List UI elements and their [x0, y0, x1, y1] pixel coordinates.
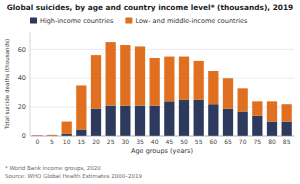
bars	[32, 42, 292, 136]
bar	[164, 101, 174, 136]
bar	[252, 101, 262, 115]
legend-swatch	[125, 18, 132, 24]
bar	[150, 58, 160, 106]
y-tick-label: 0	[22, 132, 26, 140]
footnote: * World Bank income groups, 2020	[5, 165, 101, 172]
bar	[238, 111, 248, 136]
y-tick-label: 60	[18, 46, 26, 54]
bar	[106, 106, 116, 136]
bar	[120, 106, 130, 136]
bar	[62, 134, 72, 136]
x-tick-label: 20	[92, 138, 100, 145]
bar	[179, 100, 189, 136]
x-tick-label: 40	[151, 138, 159, 145]
x-tick-label: 5	[50, 138, 54, 145]
footnote: Source: WHO Global Health Estimates 2000…	[5, 173, 142, 179]
legend-swatch	[30, 18, 37, 24]
y-axis-line	[30, 32, 31, 136]
bar	[194, 61, 204, 100]
x-axis-line	[30, 136, 294, 137]
bar	[135, 46, 145, 105]
bar	[252, 116, 262, 136]
bar	[76, 130, 86, 137]
y-tick-label: 20	[18, 103, 26, 111]
bar	[62, 122, 72, 134]
x-tick-label: 70	[239, 138, 247, 145]
bar	[179, 57, 189, 100]
grid-line	[30, 78, 294, 79]
x-tick-label: 50	[180, 138, 188, 145]
bar	[208, 71, 218, 104]
bar	[150, 106, 160, 136]
bar	[91, 109, 101, 136]
x-tick-label: 65	[224, 138, 232, 145]
x-tick-label: 30	[122, 138, 130, 145]
x-tick-label: 35	[136, 138, 144, 145]
x-tick-label: 75	[254, 138, 262, 145]
title: Global suicides, by age and country inco…	[7, 3, 294, 12]
bar	[223, 109, 233, 136]
grid-line	[30, 49, 294, 50]
x-tick-label: 45	[166, 138, 174, 145]
bar	[120, 45, 130, 106]
bar	[223, 78, 233, 108]
bar	[238, 88, 248, 111]
bar	[267, 122, 277, 136]
bar	[164, 57, 174, 102]
legend-label: High-income countries	[40, 17, 114, 25]
x-tick-label: 55	[195, 138, 203, 145]
bar	[135, 106, 145, 136]
x-tick-label: 0	[35, 138, 39, 145]
legend-label: Low- and middle-income countries	[135, 17, 248, 25]
legend: High-income countries Low- and middle-inc…	[30, 17, 248, 25]
x-tick-label: 25	[107, 138, 115, 145]
x-tick-label: 85	[283, 138, 291, 145]
bar	[208, 104, 218, 136]
grid	[30, 49, 294, 136]
bar	[282, 104, 292, 121]
bar	[194, 100, 204, 136]
background	[0, 0, 300, 184]
x-tick-label: 60	[210, 138, 218, 145]
y-tick-label: 40	[18, 74, 26, 82]
bar	[267, 101, 277, 121]
bar	[106, 42, 116, 106]
bar	[76, 85, 86, 129]
x-tick-label: 10	[63, 138, 71, 145]
x-tick-label: 80	[268, 138, 276, 145]
x-axis-label: Age groups (years)	[131, 147, 193, 155]
chart: Global suicides, by age and country inco…	[0, 0, 300, 184]
bar	[91, 55, 101, 108]
x-tick-label: 15	[78, 138, 86, 145]
bar	[282, 122, 292, 136]
y-axis-label: Total suicide deaths (thousands)	[4, 39, 10, 131]
